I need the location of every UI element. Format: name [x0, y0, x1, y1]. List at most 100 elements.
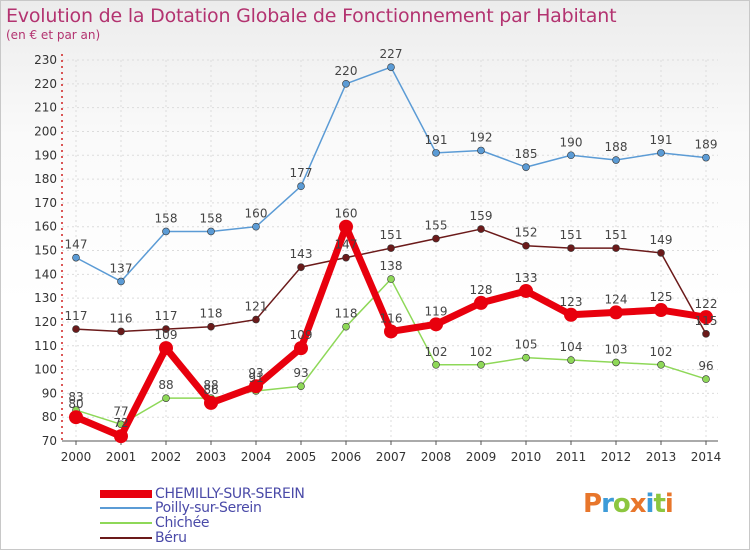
- y-tick-label: 200: [34, 124, 57, 138]
- series-point-1: [702, 153, 710, 162]
- series-point-2: [702, 375, 710, 383]
- series-point-2: [432, 360, 440, 369]
- legend-item-poilly: Poilly-sur-Serein: [100, 500, 262, 516]
- series-point-0: [249, 379, 263, 394]
- data-label: 117: [65, 309, 88, 323]
- data-label: 155: [425, 219, 448, 233]
- y-tick-label: 230: [34, 53, 57, 67]
- series-point-0: [204, 395, 218, 410]
- series-point-3: [207, 322, 215, 331]
- y-tick-label: 190: [34, 148, 57, 162]
- series-point-1: [612, 156, 620, 164]
- logo-letter: i: [664, 489, 674, 519]
- series-point-3: [612, 244, 620, 252]
- series-point-3: [297, 263, 305, 271]
- data-label: 103: [605, 342, 628, 356]
- series-point-3: [432, 234, 440, 243]
- series-point-1: [252, 222, 260, 231]
- x-tick-label: 2000: [61, 450, 92, 464]
- y-tick-label: 90: [42, 386, 57, 400]
- data-label: 151: [605, 228, 628, 242]
- data-label: 91: [248, 371, 263, 385]
- data-label: 160: [245, 207, 268, 221]
- series-point-2: [522, 353, 530, 362]
- y-tick-label: 110: [34, 339, 57, 353]
- data-label: 192: [470, 130, 493, 144]
- logo-letter: r: [601, 489, 614, 519]
- legend-swatch-poilly: [100, 507, 152, 509]
- y-tick-label: 220: [34, 77, 57, 91]
- legend-item-beru: Béru: [100, 530, 187, 546]
- x-tick-label: 2005: [286, 450, 317, 464]
- series-point-1: [567, 151, 575, 160]
- series-point-3: [72, 325, 80, 333]
- data-label: 118: [335, 307, 358, 321]
- series-point-0: [159, 341, 173, 356]
- data-label: 123: [560, 295, 583, 309]
- data-label: 151: [560, 228, 583, 242]
- data-label: 185: [515, 147, 538, 161]
- y-tick-label: 70: [42, 434, 57, 448]
- series-point-0: [294, 341, 308, 356]
- data-label: 158: [200, 211, 223, 225]
- data-label: 102: [650, 345, 673, 359]
- series-point-2: [297, 382, 305, 391]
- series-point-0: [339, 219, 353, 234]
- x-tick-label: 2011: [556, 450, 587, 464]
- y-tick-label: 100: [34, 363, 57, 377]
- series-point-2: [567, 356, 575, 364]
- logo-letter: o: [612, 489, 631, 519]
- x-tick-label: 2010: [511, 450, 542, 464]
- y-tick-label: 140: [34, 267, 57, 281]
- data-label: 149: [650, 233, 673, 247]
- data-label: 128: [470, 283, 493, 297]
- data-label: 227: [380, 47, 403, 61]
- x-tick-label: 2004: [241, 450, 272, 464]
- series-point-3: [342, 253, 350, 262]
- legend-swatch-beru: [100, 537, 152, 539]
- legend-item-chemilly: CHEMILLY-SUR-SEREIN: [100, 486, 305, 502]
- series-point-1: [432, 149, 440, 157]
- data-label: 143: [290, 247, 313, 261]
- series-point-1: [117, 277, 125, 286]
- x-tick-label: 2013: [646, 450, 677, 464]
- series-point-3: [477, 225, 485, 233]
- series-point-2: [657, 360, 665, 369]
- series-point-1: [342, 80, 350, 88]
- data-label: 102: [470, 345, 493, 359]
- data-label: 177: [290, 166, 313, 180]
- series-point-3: [117, 327, 125, 336]
- y-tick-label: 160: [34, 220, 57, 234]
- series-point-3: [162, 325, 170, 333]
- series-point-2: [477, 360, 485, 369]
- data-label: 105: [515, 338, 538, 352]
- data-label: 159: [470, 209, 493, 223]
- data-label: 109: [155, 328, 178, 342]
- data-label: 88: [158, 378, 173, 392]
- legend-swatch-chemilly: [100, 490, 152, 498]
- legend-item-chichee: Chichée: [100, 515, 210, 531]
- data-label: 96: [698, 359, 713, 373]
- series-point-0: [699, 310, 713, 325]
- data-label: 158: [155, 211, 178, 225]
- data-label: 116: [380, 311, 403, 325]
- x-tick-label: 2001: [106, 450, 137, 464]
- y-tick-label: 210: [34, 101, 57, 115]
- series-point-0: [564, 307, 578, 322]
- data-label: 104: [560, 340, 583, 354]
- data-label: 191: [425, 133, 448, 147]
- data-label: 93: [248, 366, 263, 380]
- series-point-1: [657, 149, 665, 157]
- data-label: 77: [113, 404, 128, 418]
- legend-label-beru: Béru: [155, 530, 187, 546]
- data-label: 118: [200, 307, 223, 321]
- series-point-0: [69, 410, 83, 425]
- data-label: 191: [650, 133, 673, 147]
- x-tick-label: 2012: [601, 450, 632, 464]
- data-label: 115: [695, 314, 718, 328]
- y-tick-label: 150: [34, 244, 57, 258]
- y-tick-label: 170: [34, 196, 57, 210]
- series-point-1: [72, 253, 80, 262]
- logo-letter: P: [583, 489, 602, 519]
- data-label: 137: [110, 261, 133, 275]
